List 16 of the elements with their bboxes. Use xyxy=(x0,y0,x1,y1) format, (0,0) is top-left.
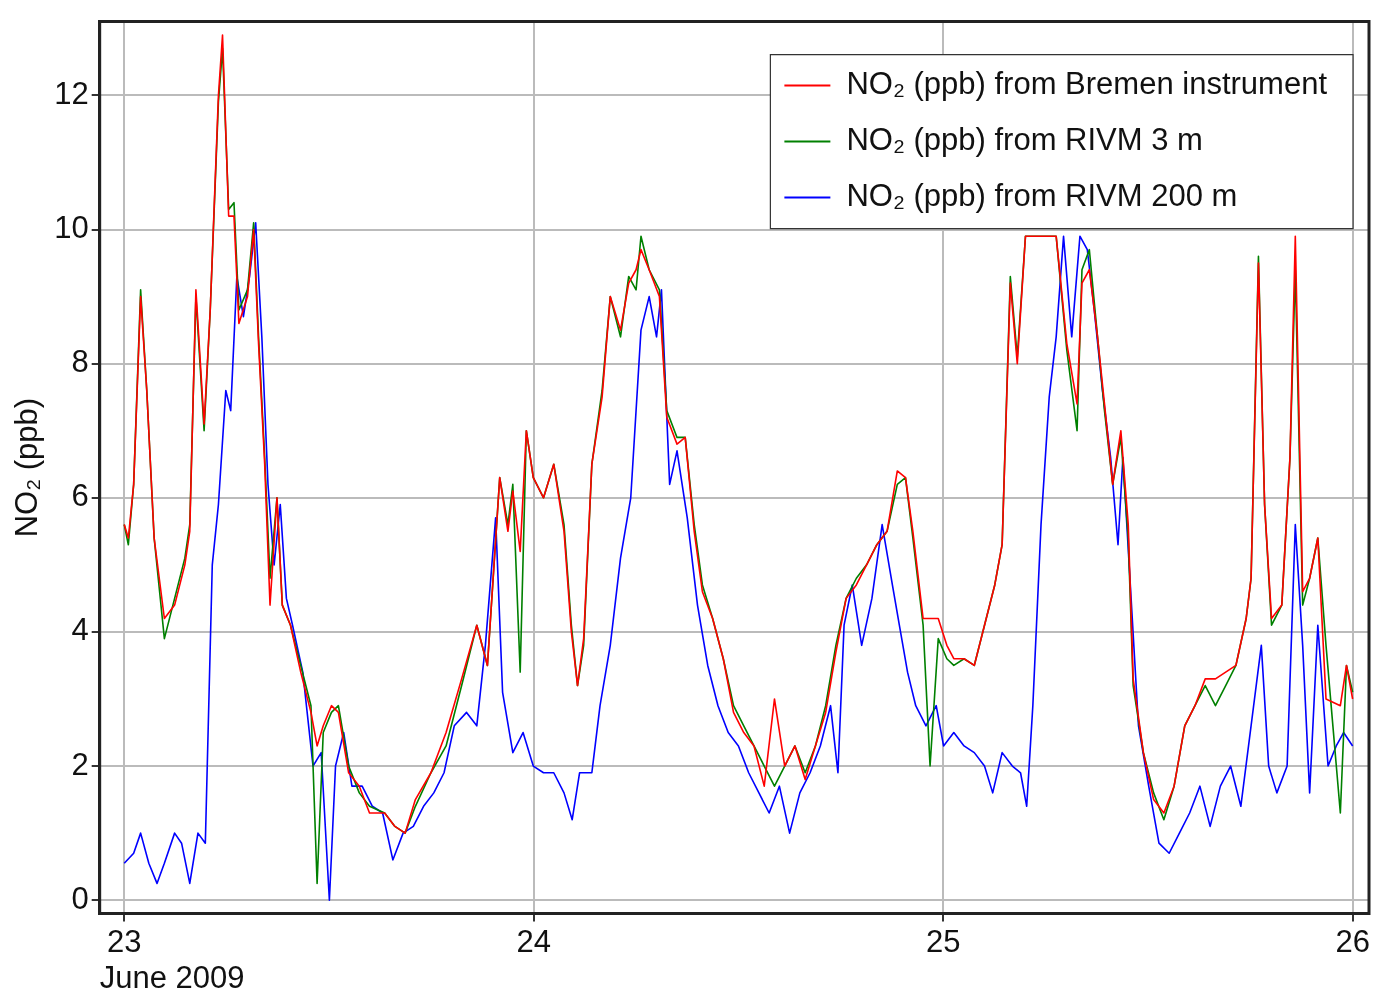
x-tick-label: 23 xyxy=(107,923,142,959)
y-tick-label: 4 xyxy=(71,612,89,648)
legend-label: NO₂ (ppb) from Bremen instrument xyxy=(846,66,1328,102)
y-tick-label: 6 xyxy=(71,478,89,514)
x-tick-label: 25 xyxy=(925,923,961,959)
y-tick-label: 12 xyxy=(54,75,89,111)
y-tick-label: 0 xyxy=(71,880,89,916)
y-tick-label: 8 xyxy=(71,344,89,380)
legend-label: NO₂ (ppb) from RIVM 3 m xyxy=(846,122,1203,158)
y-tick-label: 2 xyxy=(71,746,89,782)
x-tick-label: 24 xyxy=(516,923,551,959)
y-tick-label: 10 xyxy=(54,210,89,246)
x-axis-title: June 2009 xyxy=(99,959,245,995)
legend-label: NO₂ (ppb) from RIVM 200 m xyxy=(846,178,1238,214)
y-axis-title: NO₂ (ppb) xyxy=(9,397,45,538)
x-tick-label: 26 xyxy=(1335,923,1370,959)
